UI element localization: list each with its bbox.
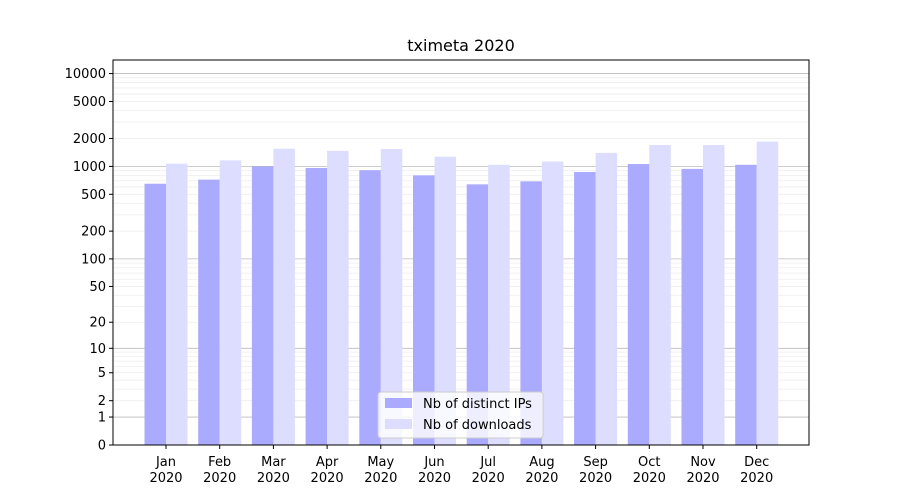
legend-label-distinct-ips: Nb of distinct IPs: [423, 397, 532, 412]
bar-downloads: [649, 145, 671, 445]
x-tick-label-year: 2020: [633, 471, 666, 486]
bar-distinct-ips: [735, 164, 757, 445]
x-tick-label-year: 2020: [257, 471, 290, 486]
bar-downloads: [488, 164, 510, 445]
bar-downloads: [756, 141, 779, 445]
bar-distinct-ips: [574, 171, 596, 445]
bar-distinct-ips: [627, 164, 650, 445]
x-tick-label-month: Jun: [423, 455, 444, 470]
x-tick-label-month: Jul: [479, 455, 496, 470]
bar-distinct-ips: [681, 168, 703, 445]
y-tick-label: 200: [81, 225, 106, 240]
bar-distinct-ips: [144, 183, 166, 445]
bar-distinct-ips: [198, 179, 220, 445]
x-tick-label-year: 2020: [311, 471, 344, 486]
x-axis: Jan2020Feb2020Mar2020Apr2020May2020Jun20…: [149, 445, 773, 486]
bar-distinct-ips: [520, 181, 542, 445]
bar-downloads: [703, 145, 725, 445]
x-tick-label-year: 2020: [418, 471, 451, 486]
x-tick-label-month: Feb: [208, 455, 231, 470]
bar-downloads: [380, 148, 403, 446]
legend: Nb of distinct IPs Nb of downloads: [377, 391, 544, 439]
x-tick-label-month: Sep: [583, 455, 608, 470]
bar-distinct-ips: [251, 166, 274, 445]
x-tick-label-month: Dec: [744, 455, 769, 470]
y-tick-label: 2: [98, 394, 106, 409]
legend-swatch-distinct-ips: [385, 398, 412, 408]
y-tick-label: 10000: [65, 67, 106, 82]
bar-downloads: [219, 160, 242, 445]
bar-distinct-ips: [305, 168, 328, 445]
bar-downloads: [273, 148, 295, 445]
bar-distinct-ips: [359, 170, 381, 445]
x-tick-label-month: Mar: [261, 455, 286, 470]
bar-downloads: [595, 152, 618, 445]
bar-downloads: [541, 161, 564, 445]
x-tick-label-year: 2020: [364, 471, 397, 486]
x-tick-label-year: 2020: [472, 471, 505, 486]
x-tick-label-month: Nov: [690, 455, 716, 470]
bars-layer: [144, 141, 779, 446]
chart-title: tximeta 2020: [407, 36, 515, 55]
x-tick-label-year: 2020: [740, 471, 773, 486]
y-tick-label: 50: [89, 280, 106, 295]
y-tick-label: 100: [81, 252, 106, 267]
legend-box: [377, 391, 544, 439]
y-tick-label: 1000: [73, 160, 106, 175]
x-tick-label-year: 2020: [686, 471, 719, 486]
y-tick-label: 2000: [73, 132, 106, 147]
bar-distinct-ips: [466, 184, 489, 445]
bar-downloads: [327, 150, 349, 445]
bar-distinct-ips: [413, 175, 435, 445]
y-tick-label: 5000: [73, 95, 106, 110]
bar-downloads: [166, 163, 188, 445]
y-tick-label: 20: [89, 316, 106, 331]
x-tick-label-year: 2020: [149, 471, 182, 486]
x-tick-label-month: Jan: [155, 455, 176, 470]
y-tick-label: 1: [98, 411, 106, 426]
x-tick-label-month: Aug: [529, 455, 554, 470]
plot-frame: [112, 59, 810, 446]
legend-label-downloads: Nb of downloads: [423, 418, 532, 433]
y-tick-label: 10: [89, 342, 106, 357]
y-tick-label: 5: [98, 366, 106, 381]
x-tick-label-year: 2020: [525, 471, 558, 486]
bar-downloads: [434, 156, 456, 445]
x-tick-label-month: Apr: [316, 455, 339, 470]
x-tick-label-year: 2020: [203, 471, 236, 486]
x-tick-label-month: Oct: [638, 455, 660, 470]
y-tick-label: 500: [81, 188, 106, 203]
x-tick-label-month: May: [367, 455, 394, 470]
legend-swatch-downloads: [385, 419, 412, 429]
y-tick-label: 0: [98, 439, 106, 454]
x-tick-label-year: 2020: [579, 471, 612, 486]
y-axis: 0 1 2 5 10 20 50 100 200 500 1000 2000 5000 10000: [65, 67, 113, 454]
